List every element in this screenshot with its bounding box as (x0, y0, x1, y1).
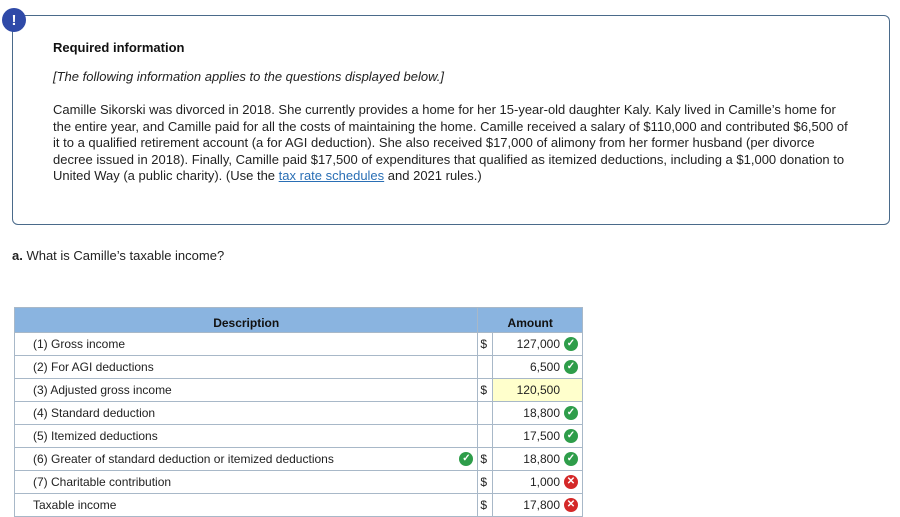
info-subtitle: [The following information applies to th… (53, 69, 444, 84)
row-amount-input[interactable]: 18,800 ✓ (492, 401, 583, 425)
table-header-row: Description Amount (13, 307, 583, 333)
table-row: (6) Greater of standard deduction or ite… (13, 447, 583, 471)
check-icon: ✓ (459, 452, 474, 466)
x-icon: ✕ (564, 475, 578, 490)
row-dollar-sign: $ (477, 378, 494, 402)
question-text: What is Camille’s taxable income? (22, 248, 225, 263)
table-row: Taxable income $17,800 ✕ (13, 493, 583, 517)
row-label: Taxable income (33, 498, 117, 512)
row-dollar-sign: $ (477, 447, 494, 471)
check-icon: ✓ (564, 337, 578, 352)
info-body-text-1: Camille Sikorski was divorced in 2018. S… (53, 102, 848, 184)
row-amount-value: 6,500 (529, 360, 560, 375)
info-body-text-2: and 2021 rules.) (384, 168, 482, 184)
row-dollar-sign (477, 424, 494, 448)
row-dollar-sign (477, 355, 494, 379)
table-row: (5) Itemized deductions 17,500 ✓ (13, 424, 583, 448)
row-description[interactable]: (7) Charitable contribution (13, 470, 479, 494)
header-amount: Amount (477, 307, 583, 333)
row-label: (1) Gross income (33, 337, 126, 351)
answer-table: Description Amount (1) Gross income $127,… (13, 307, 583, 517)
table-row: (4) Standard deduction 18,800 ✓ (13, 401, 583, 425)
row-amount-input[interactable]: 1,000 ✕ (492, 470, 583, 494)
row-description[interactable]: Taxable income (13, 493, 479, 517)
row-description[interactable]: (5) Itemized deductions (13, 424, 479, 448)
row-dollar-sign (477, 401, 494, 425)
check-icon: ✓ (564, 406, 578, 421)
row-description[interactable]: (6) Greater of standard deduction or ite… (13, 447, 479, 471)
required-info-box (12, 15, 890, 225)
question-letter: a. (12, 248, 23, 263)
row-amount-input[interactable]: 6,500 ✓ (492, 355, 583, 379)
table-row: (3) Adjusted gross income $120,500 (13, 378, 583, 402)
row-dollar-sign: $ (477, 470, 494, 494)
row-label: (4) Standard deduction (33, 406, 156, 420)
row-label: (3) Adjusted gross income (33, 383, 172, 397)
row-dollar-sign: $ (477, 493, 494, 517)
row-dollar-sign: $ (477, 332, 494, 356)
row-amount-input[interactable]: 127,000 ✓ (492, 332, 583, 356)
x-icon: ✕ (564, 498, 578, 513)
row-description[interactable]: (3) Adjusted gross income (13, 378, 479, 402)
row-amount-value: 120,500 (516, 383, 560, 398)
row-amount-input[interactable]: 18,800 ✓ (492, 447, 583, 471)
row-description[interactable]: (4) Standard deduction (13, 401, 479, 425)
alert-icon: ! (2, 8, 26, 32)
row-label: (6) Greater of standard deduction or ite… (33, 452, 334, 466)
row-amount-value: 17,800 (523, 498, 560, 513)
question-a: a. What is Camille’s taxable income? (12, 248, 224, 263)
info-title: Required information (53, 40, 185, 55)
row-label: (2) For AGI deductions (33, 360, 154, 374)
row-amount-value: 17,500 (523, 429, 560, 444)
row-amount-input[interactable]: 17,500 ✓ (492, 424, 583, 448)
row-amount-value: 18,800 (523, 452, 560, 467)
row-amount-value: 127,000 (516, 337, 560, 352)
row-amount-input[interactable]: 17,800 ✕ (492, 493, 583, 517)
check-icon: ✓ (564, 452, 578, 467)
table-row: (1) Gross income $127,000 ✓ (13, 332, 583, 356)
row-description[interactable]: (1) Gross income (13, 332, 479, 356)
row-label: (5) Itemized deductions (33, 429, 158, 443)
row-amount-value: 1,000 (529, 475, 560, 490)
row-amount-input[interactable]: 120,500 (492, 378, 583, 402)
check-icon: ✓ (564, 429, 578, 444)
tax-rate-schedules-link[interactable]: tax rate schedules (278, 168, 385, 184)
row-amount-value: 18,800 (523, 406, 560, 421)
table-row: (7) Charitable contribution $1,000 ✕ (13, 470, 583, 494)
row-label: (7) Charitable contribution (33, 475, 172, 489)
row-description[interactable]: (2) For AGI deductions (13, 355, 479, 379)
header-description: Description (13, 307, 479, 333)
table-row: (2) For AGI deductions 6,500 ✓ (13, 355, 583, 379)
check-icon: ✓ (564, 360, 578, 375)
info-body: Camille Sikorski was divorced in 2018. S… (53, 102, 853, 185)
